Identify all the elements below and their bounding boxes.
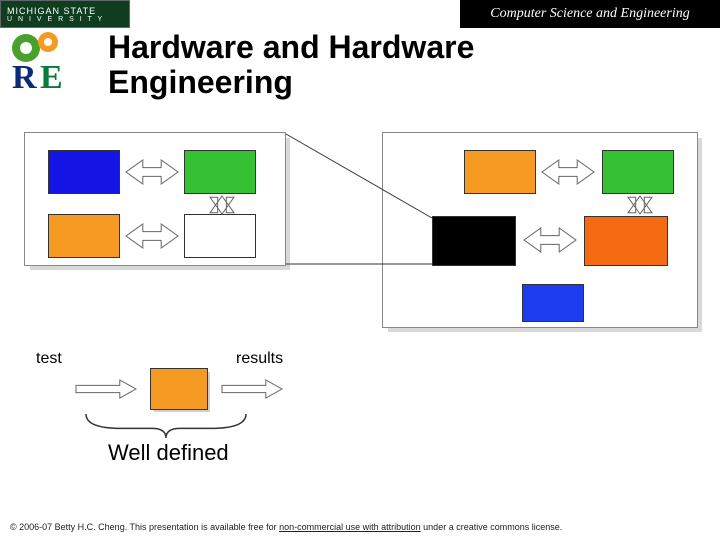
well-defined-label: Well defined (108, 440, 229, 466)
header-left-line1: MICHIGAN STATE (7, 6, 129, 16)
box-l_blue (48, 150, 120, 194)
page-title: Hardware and Hardware Engineering (108, 30, 474, 100)
box-test_box (150, 368, 208, 410)
header-right-badge: Computer Science and Engineering (460, 0, 720, 28)
box-r_blue (522, 284, 584, 322)
svg-text:E: E (40, 59, 63, 96)
re-logo-icon: R E (6, 30, 78, 98)
header-left-badge: MICHIGAN STATE U N I V E R S I T Y (0, 0, 130, 28)
box-l_green (184, 150, 256, 194)
box-r_orange1 (464, 150, 536, 194)
header: MICHIGAN STATE U N I V E R S I T Y Compu… (0, 0, 720, 28)
header-right-text: Computer Science and Engineering (490, 6, 689, 22)
footer: © 2006-07 Betty H.C. Cheng. This present… (10, 522, 562, 532)
svg-text:R: R (12, 59, 37, 96)
box-l_white (184, 214, 256, 258)
box-r_green (602, 150, 674, 194)
box-l_orange (48, 214, 120, 258)
label-test: test (36, 350, 62, 368)
box-r_orange2 (584, 216, 668, 266)
label-results: results (236, 350, 283, 368)
header-left-line2: U N I V E R S I T Y (7, 16, 129, 23)
box-r_black (432, 216, 516, 266)
title-text: Hardware and Hardware Engineering (108, 29, 474, 100)
footer-prefix: © 2006-07 Betty H.C. Cheng. This present… (10, 522, 279, 532)
footer-link: non-commercial use with attribution (279, 522, 421, 532)
footer-suffix: under a creative commons license. (421, 522, 563, 532)
